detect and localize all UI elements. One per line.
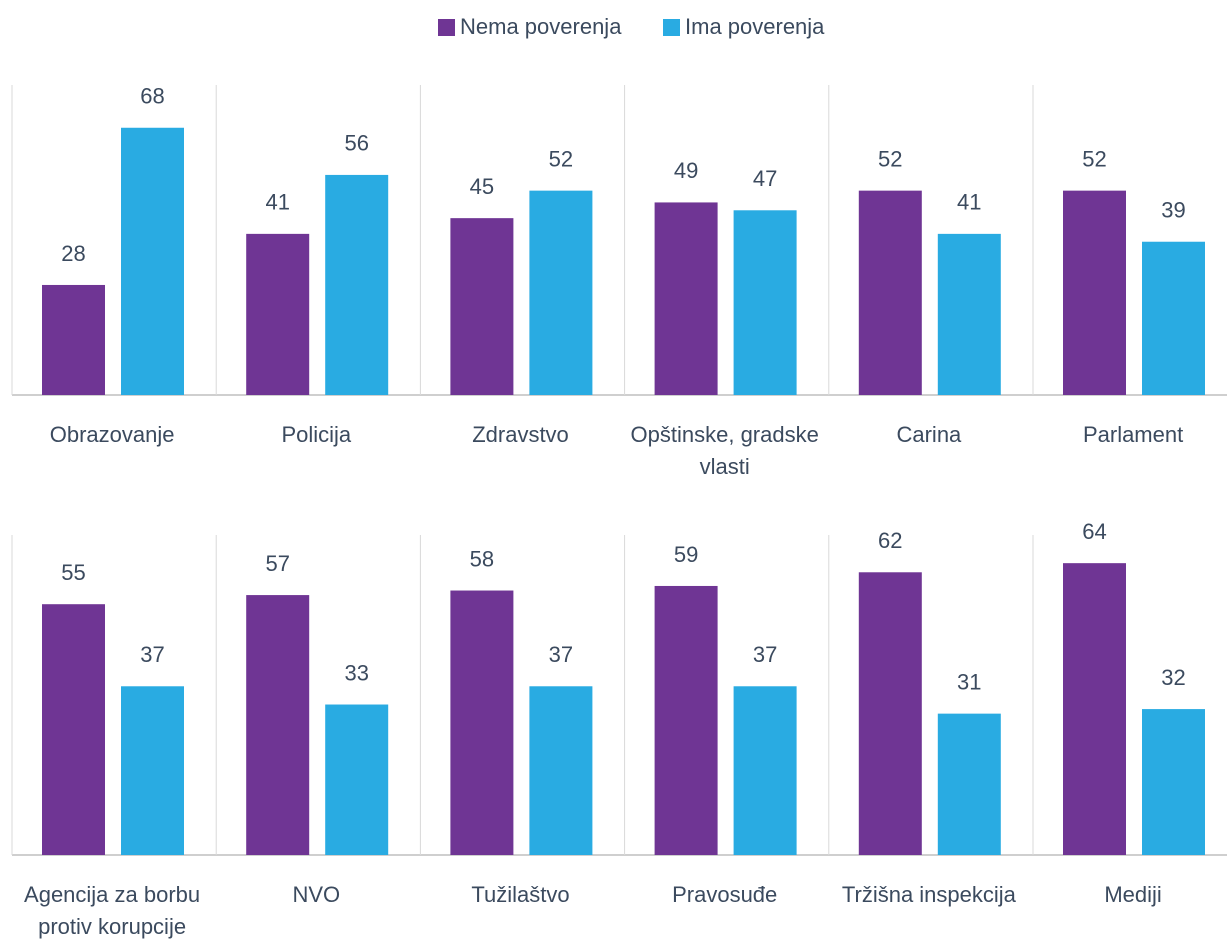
bar (858, 190, 922, 395)
bar (121, 127, 184, 395)
bar (1142, 709, 1205, 855)
value-label: 55 (61, 560, 85, 585)
bar (529, 686, 593, 855)
value-label: 41 (957, 190, 981, 215)
category-label: Pravosuđe (672, 882, 778, 907)
bar (654, 202, 718, 395)
category-label: Mediji (1104, 882, 1162, 907)
value-label: 39 (1161, 198, 1185, 223)
bar (121, 686, 184, 855)
value-label: 37 (753, 642, 777, 667)
category-label: Carina (896, 422, 962, 447)
value-label: 52 (549, 146, 573, 171)
bar (1142, 241, 1205, 395)
value-label: 47 (753, 166, 777, 191)
bar (325, 704, 389, 855)
category-label: NVO (292, 882, 341, 907)
bar (1063, 563, 1126, 855)
value-label: 49 (674, 158, 698, 183)
legend-label: Nema poverenja (460, 14, 622, 39)
category-label: Policija (281, 422, 352, 447)
bar (654, 585, 718, 855)
category-label: Opštinske, gradske vlasti (630, 422, 819, 479)
category-label: Zdravstvo (472, 422, 569, 447)
bar (450, 218, 514, 395)
value-label: 62 (878, 528, 902, 553)
value-label: 58 (470, 546, 494, 571)
bar (858, 572, 922, 855)
bar (42, 604, 105, 855)
value-label: 28 (61, 241, 85, 266)
bar (529, 190, 593, 395)
bar (1063, 190, 1126, 395)
bar (246, 595, 310, 855)
value-label: 52 (1082, 146, 1106, 171)
category-label: Tržišna inspekcija (841, 882, 1016, 907)
value-label: 41 (265, 190, 289, 215)
value-label: 37 (140, 642, 164, 667)
bar (42, 284, 105, 395)
legend-swatch (663, 19, 680, 36)
bar (937, 713, 1001, 855)
category-label: Agencija za borbu protiv korupcije (24, 882, 201, 939)
value-label: 59 (674, 542, 698, 567)
category-label: Obrazovanje (49, 422, 175, 447)
category-label: Tužilaštvo (471, 882, 570, 907)
value-label: 68 (140, 84, 164, 109)
bar (733, 210, 797, 395)
value-label: 57 (265, 551, 289, 576)
value-label: 52 (878, 146, 902, 171)
value-label: 32 (1161, 665, 1185, 690)
category-label: Parlament (1082, 422, 1184, 447)
value-label: 31 (957, 669, 981, 694)
value-label: 45 (470, 174, 494, 199)
value-label: 37 (549, 642, 573, 667)
legend-swatch (438, 19, 455, 36)
bar (450, 590, 514, 855)
value-label: 33 (344, 660, 368, 685)
bar (733, 686, 797, 855)
bar (325, 174, 389, 395)
bar (937, 233, 1001, 395)
value-label: 56 (344, 131, 368, 156)
bar (246, 233, 310, 395)
value-label: 64 (1082, 519, 1106, 544)
legend-label: Ima poverenja (685, 14, 825, 39)
